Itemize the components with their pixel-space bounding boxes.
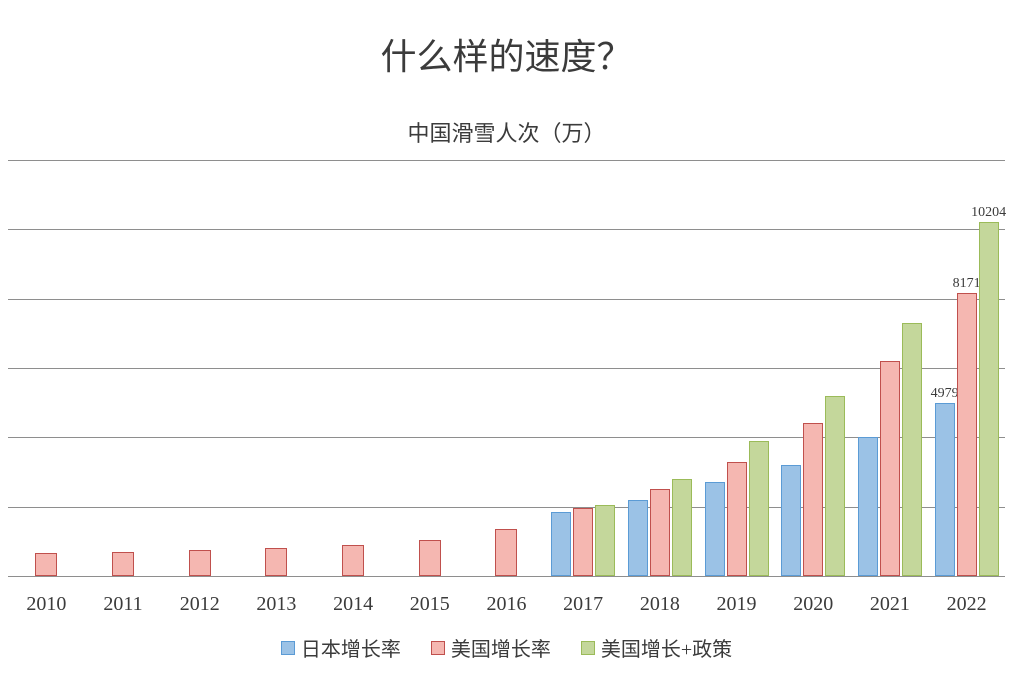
bar-data-label: 8171: [953, 276, 981, 292]
chart-title: 什么样的速度？: [0, 28, 1013, 80]
x-axis-label: 2019: [698, 593, 775, 616]
category-group: [622, 160, 699, 576]
bar-japan: 4979: [935, 403, 955, 576]
bar-japan: [551, 512, 571, 576]
legend-item-us: 美国增长率: [431, 633, 551, 662]
bar-us: [495, 529, 517, 576]
bar-us: [35, 553, 57, 576]
legend-swatch-icon: [581, 641, 595, 655]
category-group: [85, 160, 162, 576]
legend-item-us_policy: 美国增长+政策: [581, 633, 732, 662]
bar-us: [189, 550, 211, 576]
legend-label: 美国增长率: [451, 633, 551, 662]
category-group: [852, 160, 929, 576]
x-axis-label: 2015: [391, 593, 468, 616]
category-group: [468, 160, 545, 576]
bar-us_policy: [902, 323, 922, 576]
category-group: [698, 160, 775, 576]
chart-subtitle: 中国滑雪人次（万）: [0, 116, 1013, 148]
x-axis-label: 2012: [161, 593, 238, 616]
x-axis-label: 2017: [545, 593, 622, 616]
bars-container: 4979817110204: [8, 160, 1005, 576]
bar-data-label: 10204: [971, 205, 1006, 221]
x-axis-label: 2022: [928, 593, 1005, 616]
x-axis-label: 2013: [238, 593, 315, 616]
legend-label: 日本增长率: [301, 633, 401, 662]
gridline: [8, 576, 1005, 577]
category-group: [8, 160, 85, 576]
bar-us: [650, 489, 670, 576]
bar-us: [419, 540, 441, 576]
category-group: [238, 160, 315, 576]
category-group: [775, 160, 852, 576]
bar-us: [265, 548, 287, 576]
bar-us_policy: [825, 396, 845, 576]
category-group: [315, 160, 392, 576]
bar-us_policy: [595, 505, 615, 576]
x-axis-label: 2014: [315, 593, 392, 616]
legend-swatch-icon: [431, 641, 445, 655]
bar-japan: [628, 500, 648, 576]
legend-swatch-icon: [281, 641, 295, 655]
x-axis-label: 2018: [622, 593, 699, 616]
bar-japan: [705, 482, 725, 576]
bar-us: [880, 361, 900, 576]
x-axis-label: 2011: [85, 593, 162, 616]
category-group: [391, 160, 468, 576]
bar-us: [342, 545, 364, 576]
category-group: [545, 160, 622, 576]
category-group: [161, 160, 238, 576]
x-axis-label: 2010: [8, 593, 85, 616]
plot-area: 4979817110204: [8, 160, 1005, 576]
bar-us: [112, 552, 134, 576]
x-axis-label: 2020: [775, 593, 852, 616]
bar-us: [573, 508, 593, 576]
bar-us: [803, 423, 823, 576]
bar-data-label: 4979: [931, 386, 959, 402]
bar-us: [727, 462, 747, 576]
bar-us_policy: [749, 441, 769, 576]
category-group: 4979817110204: [928, 160, 1005, 576]
x-axis-label: 2021: [852, 593, 929, 616]
x-axis-labels: 2010201120122013201420152016201720182019…: [8, 593, 1005, 616]
bar-japan: [781, 465, 801, 576]
bar-us: 8171: [957, 293, 977, 576]
bar-us_policy: [672, 479, 692, 576]
bar-us_policy: 10204: [979, 222, 999, 576]
legend-label: 美国增长+政策: [601, 633, 732, 662]
legend: 日本增长率 美国增长率 美国增长+政策: [0, 633, 1013, 662]
legend-item-japan: 日本增长率: [281, 633, 401, 662]
x-axis-label: 2016: [468, 593, 545, 616]
bar-japan: [858, 437, 878, 576]
